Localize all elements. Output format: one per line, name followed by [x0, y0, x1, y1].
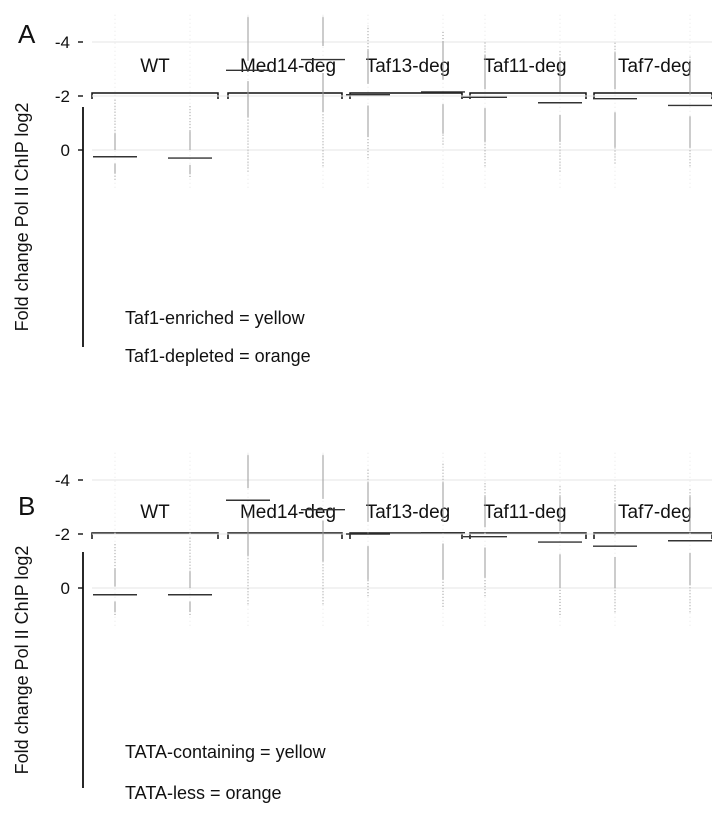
group-bracket [593, 532, 712, 539]
box-yellow [226, 15, 270, 172]
box-orange [421, 463, 465, 607]
panel-a: A WT Med14-deg Taf13-deg Taf11-deg Taf7-deg 0 -… [12, 12, 712, 366]
group-label: Taf11-deg [483, 56, 566, 77]
y-tick-label: 0 [61, 141, 70, 160]
group-label: Taf7-deg [618, 56, 692, 77]
group-bracket [227, 532, 343, 539]
group-label: WT [140, 502, 170, 523]
panel-letter: B [18, 491, 35, 521]
legend-entry: TATA-containing = yellow [125, 742, 327, 762]
group-label: Med14-deg [240, 56, 336, 77]
box-yellow [593, 485, 637, 613]
box-orange [421, 31, 465, 145]
group-label: Taf11-deg [483, 502, 566, 523]
group-bracket [349, 532, 463, 539]
panel-b: B WT Med14-deg Taf13-deg Taf11-deg Taf7-deg 0 -… [12, 450, 712, 803]
group-label: WT [140, 56, 170, 77]
box-orange [301, 453, 345, 605]
legend-entry: Taf1-enriched = yellow [125, 308, 306, 328]
panel-letter: A [18, 19, 36, 49]
legend-entry: Taf1-depleted = orange [125, 346, 311, 366]
y-tick-label: 0 [61, 579, 70, 598]
y-tick-label: -2 [55, 87, 70, 106]
box-orange [168, 104, 212, 177]
box-orange [168, 536, 212, 615]
box-yellow [463, 42, 507, 167]
box-yellow [346, 469, 390, 597]
box-yellow [463, 482, 507, 597]
box-orange [538, 50, 582, 172]
group-label: Taf13-deg [366, 502, 451, 523]
y-axis-label: Fold change Pol II ChIP log2 [12, 546, 32, 775]
group-label: Taf7-deg [618, 502, 692, 523]
legend-entry: TATA-less = orange [125, 783, 282, 803]
group-label: Med14-deg [240, 502, 336, 523]
box-orange [301, 15, 345, 167]
box-yellow [93, 542, 137, 615]
box-orange [668, 55, 712, 167]
y-tick-label: -4 [55, 471, 70, 490]
y-tick-label: -4 [55, 33, 70, 52]
box-yellow [93, 98, 137, 180]
box-yellow [593, 42, 637, 164]
box-orange [538, 485, 582, 615]
box-yellow [226, 453, 270, 605]
box-yellow [346, 25, 390, 159]
y-tick-label: -2 [55, 525, 70, 544]
box-orange [668, 488, 712, 613]
y-axis-label: Fold change Pol II ChIP log2 [12, 103, 32, 332]
group-label: Taf13-deg [366, 56, 451, 77]
group-bracket [91, 532, 219, 539]
